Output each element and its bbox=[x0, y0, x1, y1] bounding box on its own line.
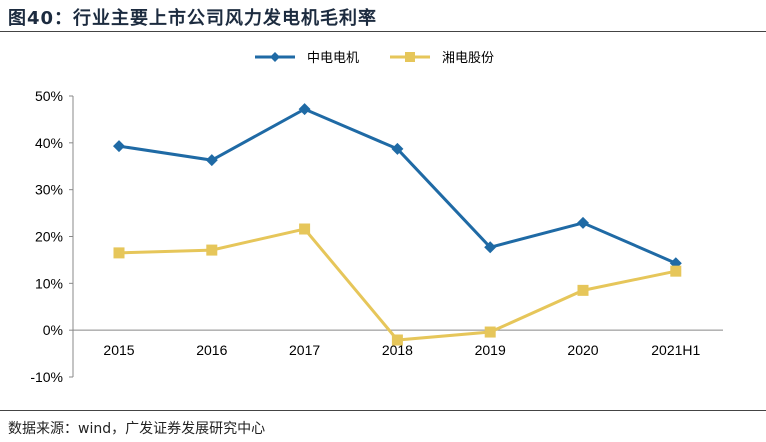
x-tick-label: 2020 bbox=[567, 342, 598, 358]
data-point bbox=[391, 334, 403, 346]
series-line-1 bbox=[118, 227, 677, 342]
data-point bbox=[113, 140, 125, 153]
figure-title: 图40：行业主要上市公司风力发电机毛利率 bbox=[8, 8, 378, 29]
footer-divider bbox=[0, 410, 766, 411]
data-point bbox=[299, 223, 311, 235]
x-tick-label: 2017 bbox=[289, 342, 320, 358]
data-point bbox=[577, 284, 589, 296]
y-tick-label: 40% bbox=[35, 135, 63, 151]
y-tick-label: -10% bbox=[30, 369, 63, 385]
title-divider bbox=[0, 31, 766, 32]
y-tick-label: 50% bbox=[35, 88, 63, 104]
y-tick-label: 20% bbox=[35, 229, 63, 245]
y-tick-label: 0% bbox=[43, 322, 63, 338]
data-point bbox=[484, 326, 496, 338]
x-tick-label: 2019 bbox=[475, 342, 506, 358]
x-tick-label: 2015 bbox=[103, 342, 134, 358]
data-point bbox=[206, 244, 218, 256]
data-point bbox=[484, 241, 497, 254]
legend-marker bbox=[270, 52, 280, 62]
data-point bbox=[298, 103, 311, 116]
x-tick-label: 2018 bbox=[382, 342, 413, 358]
y-tick-label: 10% bbox=[35, 275, 63, 291]
x-tick-label: 2021H1 bbox=[651, 342, 700, 358]
data-point bbox=[670, 265, 682, 277]
data-point bbox=[391, 142, 404, 155]
x-tick-label: 2016 bbox=[196, 342, 227, 358]
source-note: 数据来源：wind，广发证券发展研究中心 bbox=[8, 421, 266, 437]
series-line-0 bbox=[118, 107, 677, 265]
data-point bbox=[577, 216, 589, 229]
data-point bbox=[113, 247, 125, 259]
y-tick-label: 30% bbox=[35, 182, 63, 198]
legend-marker bbox=[405, 52, 415, 62]
legend-label: 湘电股份 bbox=[442, 51, 494, 66]
data-point bbox=[205, 154, 218, 167]
legend-label: 中电电机 bbox=[307, 51, 359, 66]
